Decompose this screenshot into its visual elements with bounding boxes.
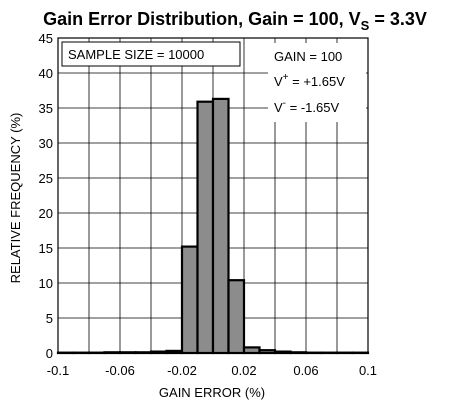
vplus-label: V+ = +1.65V — [274, 72, 345, 89]
vplus-superscript: + — [283, 72, 289, 83]
tick-layer: -0.1 -0.06 -0.02 0.02 0.06 0.1 0 5 10 15 20 25 30 35 4… — [39, 31, 378, 378]
y-tick-label: 10 — [39, 276, 53, 291]
x-tick-label: 0.02 — [231, 363, 256, 378]
vminus-value: = -1.65V — [286, 100, 339, 115]
x-tick-label: 0.1 — [359, 363, 377, 378]
x-axis-label: GAIN ERROR (%) — [159, 385, 265, 400]
chart-title-main: Gain Error Distribution, Gain = 100, V — [43, 9, 361, 29]
x-tick-label: 0.06 — [293, 363, 318, 378]
y-tick-label: 15 — [39, 241, 53, 256]
chart-title-tail: = 3.3V — [369, 9, 427, 29]
y-tick-label: 40 — [39, 66, 53, 81]
plot-frame — [57, 37, 369, 354]
x-tick-label: -0.06 — [105, 363, 135, 378]
y-tick-label: 30 — [39, 136, 53, 151]
vplus-value: = +1.65V — [289, 74, 346, 89]
vminus-superscript: - — [283, 98, 286, 109]
histogram-bar — [196, 100, 215, 355]
bar-layer — [56, 97, 370, 355]
y-axis-label: RELATIVE FREQUENCY (%) — [8, 113, 23, 284]
chart-title-subscript: S — [361, 18, 370, 33]
histogram-bar — [227, 279, 246, 355]
y-tick-label: 25 — [39, 171, 53, 186]
y-tick-label: 35 — [39, 101, 53, 116]
y-tick-label: 20 — [39, 206, 53, 221]
vplus-base: V — [274, 74, 283, 89]
vminus-label: V- = -1.65V — [274, 98, 339, 115]
histogram-bar — [180, 245, 199, 355]
histogram-bar — [211, 97, 230, 355]
y-tick-label: 0 — [46, 346, 53, 361]
sample-size-label: SAMPLE SIZE = 10000 — [68, 47, 204, 62]
sample-size-box — [61, 41, 241, 67]
gain-label: GAIN = 100 — [274, 49, 342, 64]
gain-settings-box — [268, 43, 366, 122]
y-tick-label: 5 — [46, 311, 53, 326]
y-tick-label: 45 — [39, 31, 53, 46]
histogram-bar — [242, 346, 261, 355]
chart-title: Gain Error Distribution, Gain = 100, VS … — [43, 9, 427, 33]
x-tick-label: -0.1 — [47, 363, 69, 378]
x-tick-label: -0.02 — [167, 363, 197, 378]
vminus-base: V — [274, 100, 283, 115]
